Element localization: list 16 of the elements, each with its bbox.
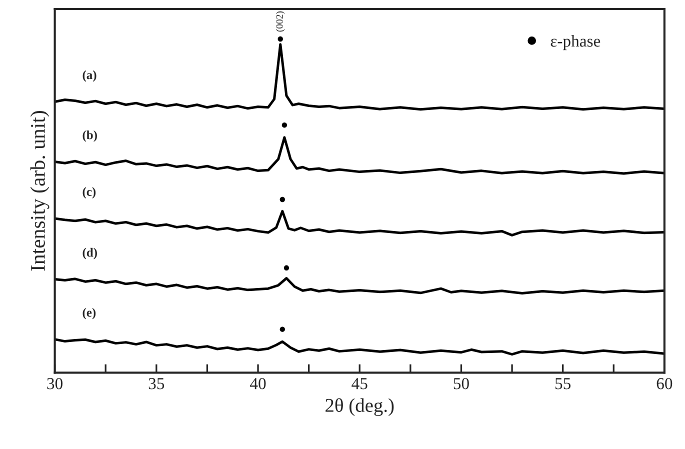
annotation: (002) bbox=[276, 11, 285, 32]
y-axis-title: Intensity (arb. unit) bbox=[30, 111, 50, 271]
x-tick-label: 45 bbox=[352, 378, 368, 390]
x-tick-label: 35 bbox=[148, 378, 164, 390]
x-axis-title: 2θ (deg.) bbox=[326, 398, 394, 416]
x-tick-label: 55 bbox=[555, 378, 571, 390]
x-tick-label: 30 bbox=[47, 378, 62, 390]
series-label: (a) bbox=[82, 70, 96, 82]
series-label: (c) bbox=[82, 187, 96, 198]
legend-label: ε-phase bbox=[550, 34, 600, 50]
series-label: (b) bbox=[82, 130, 97, 142]
x-tick-label: 50 bbox=[454, 378, 469, 390]
x-tick-label: 60 bbox=[656, 378, 672, 390]
series-label: (e) bbox=[82, 308, 96, 320]
x-tick-label: 40 bbox=[250, 378, 266, 390]
series-label: (d) bbox=[82, 248, 97, 260]
